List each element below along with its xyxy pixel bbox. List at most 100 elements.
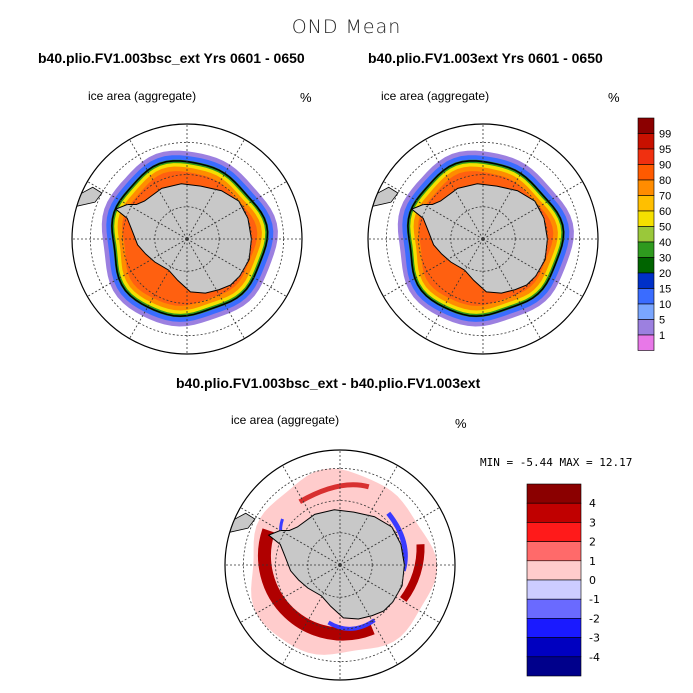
- map-border: [224, 449, 456, 681]
- meridian-line: [240, 507, 341, 566]
- diff-colorbar-swatch: [526, 502, 582, 523]
- meridian-line: [240, 564, 341, 623]
- panel1-variable-label: ice area (aggregate): [88, 89, 197, 103]
- max-label: MAX =: [559, 456, 593, 469]
- diff-colorbar-tick-label: -4: [589, 651, 600, 664]
- colorbar-swatch: [637, 117, 655, 134]
- diff-colorbar-swatch: [526, 522, 582, 542]
- difference-positive-band: [298, 482, 370, 504]
- meridian-line: [425, 139, 484, 240]
- meridian-line: [425, 238, 484, 339]
- meridian-line: [87, 181, 188, 240]
- meridian-line: [482, 238, 541, 339]
- antarctica-landmass: [267, 509, 405, 620]
- meridian-line: [282, 465, 341, 566]
- panel1-unit: %: [300, 90, 312, 105]
- antarctica-landmass: [114, 183, 252, 294]
- meridian-line: [129, 238, 188, 339]
- colorbar-swatch: [637, 288, 655, 305]
- diff-colorbar-tick-label: -3: [589, 632, 600, 645]
- colorbar-swatch: [637, 195, 655, 212]
- diff-colorbar-tick-label: 0: [589, 574, 596, 587]
- colorbar-swatch: [637, 148, 655, 165]
- min-value: -5.44: [519, 456, 553, 469]
- latitude-circle: [154, 206, 220, 272]
- diff-colorbar-swatch: [526, 560, 582, 581]
- map-difference: [224, 449, 456, 681]
- difference-negative-band: [327, 618, 376, 631]
- figure-title: OND Mean: [291, 16, 402, 38]
- map-border: [367, 123, 599, 355]
- meridian-line: [129, 139, 188, 240]
- diff-colorbar-tick-label: 2: [589, 536, 596, 549]
- diff-colorbar-swatch: [526, 656, 582, 677]
- meridian-line: [383, 181, 484, 240]
- meridian-line: [339, 465, 398, 566]
- diff-colorbar-tick-label: 3: [589, 516, 596, 529]
- diff-colorbar-swatch: [526, 618, 582, 638]
- colorbar-tick-label: 99: [659, 129, 671, 141]
- colorbar-tick-label: 5: [659, 315, 665, 327]
- colorbar-swatch: [637, 133, 655, 150]
- panel2-variable-label: ice area (aggregate): [381, 89, 490, 103]
- meridian-line: [186, 238, 287, 297]
- meridian-line: [339, 564, 440, 623]
- meridian-line: [282, 564, 341, 665]
- meridian-line: [482, 181, 583, 240]
- meridian-line: [482, 139, 541, 240]
- colorbar-tick-label: 15: [659, 284, 671, 296]
- difference-title: b40.plio.FV1.003bsc_ext - b40.plio.FV1.0…: [176, 375, 481, 391]
- panel2-title: b40.plio.FV1.003ext Yrs 0601 - 0650: [368, 50, 603, 66]
- meridian-line: [186, 238, 245, 339]
- diff-colorbar-tick-label: -2: [589, 612, 600, 625]
- colorbar-tick-label: 50: [659, 222, 671, 234]
- colorbar-tick-label: 80: [659, 175, 671, 187]
- latitude-circle: [385, 141, 580, 336]
- colorbar-tick-label: 10: [659, 299, 671, 311]
- colorbar-tick-label: 90: [659, 160, 671, 172]
- meridian-line: [339, 507, 440, 566]
- meridian-line: [186, 139, 245, 240]
- latitude-circle: [307, 532, 373, 598]
- min-label: MIN =: [480, 456, 514, 469]
- latitude-circle: [90, 141, 284, 336]
- latitude-circle: [122, 174, 252, 304]
- panel2-unit: %: [608, 90, 620, 105]
- panel1-title: b40.plio.FV1.003bsc_ext Yrs 0601 - 0650: [38, 50, 305, 66]
- colorbar-tick-label: 70: [659, 191, 671, 203]
- colorbar-difference: 4 3 2 1 0 -1 -2 -3 -4: [526, 483, 600, 677]
- colorbar-swatch: [637, 319, 655, 336]
- colorbar-swatch: [637, 272, 655, 289]
- diff-colorbar-swatch: [526, 637, 582, 658]
- colorbar-swatch: [637, 334, 655, 351]
- min-max-readout: MIN = -5.44 MAX = 12.17: [480, 456, 632, 469]
- meridian-line: [186, 181, 287, 240]
- colorbar-tick-label: 30: [659, 253, 671, 265]
- colorbar-tick-label: 95: [659, 144, 671, 156]
- colorbar-ice-area: 99 95 90 80 70 60 50 40 30 20 15 10 5 1: [637, 117, 671, 351]
- antarctica-landmass: [410, 183, 548, 294]
- latitude-circle: [275, 500, 405, 630]
- colorbar-swatch: [637, 210, 655, 227]
- difference-unit: %: [455, 416, 467, 431]
- latitude-circle: [418, 174, 548, 304]
- meridian-line: [339, 564, 398, 665]
- difference-variable-label: ice area (aggregate): [231, 413, 340, 427]
- colorbar-tick-label: 1: [659, 330, 665, 342]
- meridian-line: [482, 238, 583, 297]
- diff-colorbar-tick-label: 4: [589, 497, 596, 510]
- diff-colorbar-tick-label: 1: [589, 555, 596, 568]
- colorbar-swatch: [637, 241, 655, 258]
- latitude-circle: [450, 206, 516, 272]
- map-panel-1: [71, 123, 303, 355]
- diff-colorbar-swatch: [526, 579, 582, 600]
- meridian-line: [383, 238, 484, 297]
- diff-colorbar-tick-label: -1: [589, 593, 600, 606]
- colorbar-swatch: [637, 164, 655, 181]
- map-panel-2: [367, 123, 599, 355]
- diff-colorbar-swatch: [526, 483, 582, 504]
- colorbar-swatch: [637, 303, 655, 320]
- meridian-line: [87, 238, 188, 297]
- diff-colorbar-swatch: [526, 541, 582, 562]
